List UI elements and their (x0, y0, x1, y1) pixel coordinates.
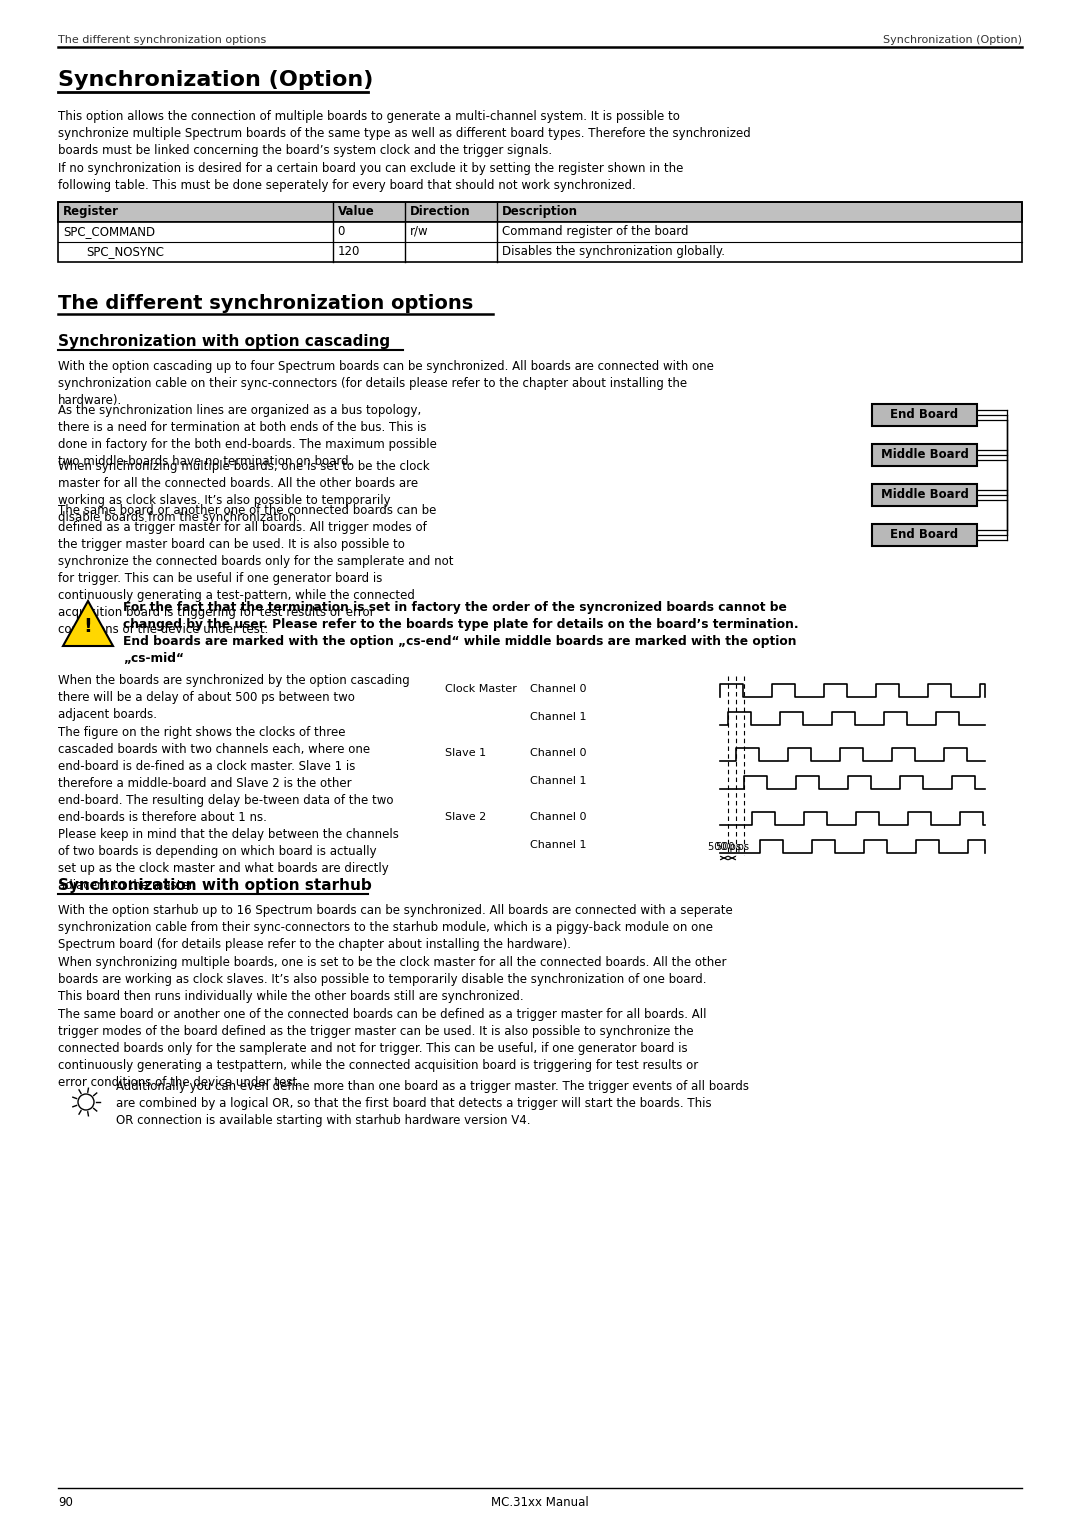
Text: When the boards are synchronized by the option cascading
there will be a delay o: When the boards are synchronized by the … (58, 674, 409, 721)
Text: Additionally you can even define more than one board as a trigger master. The tr: Additionally you can even define more th… (116, 1080, 750, 1128)
Text: With the option cascading up to four Spectrum boards can be synchronized. All bo: With the option cascading up to four Spe… (58, 361, 714, 406)
Bar (58, 202, 1022, 261)
Text: The figure on the right shows the clocks of three
cascaded boards with two chann: The figure on the right shows the clocks… (58, 726, 393, 824)
Text: If no synchronization is desired for a certain board you can exclude it by setti: If no synchronization is desired for a c… (58, 162, 684, 193)
Text: 500 ps: 500 ps (707, 842, 741, 853)
Text: Middle Board: Middle Board (880, 489, 969, 501)
Text: 90: 90 (58, 1496, 72, 1510)
Bar (58, 202, 1022, 222)
Text: Command register of the board: Command register of the board (501, 225, 688, 238)
Text: 0: 0 (338, 225, 346, 238)
Text: The different synchronization options: The different synchronization options (58, 293, 473, 313)
Text: End Board: End Board (890, 529, 959, 541)
Text: Description: Description (501, 205, 578, 219)
Bar (872, 484, 977, 506)
Text: 500 ps: 500 ps (715, 842, 748, 853)
Text: Channel 1: Channel 1 (530, 776, 586, 785)
Bar (872, 524, 977, 545)
Text: Channel 0: Channel 0 (530, 811, 586, 822)
Text: !: ! (83, 617, 93, 636)
Text: 120: 120 (338, 244, 360, 258)
Text: With the option starhub up to 16 Spectrum boards can be synchronized. All boards: With the option starhub up to 16 Spectru… (58, 905, 732, 950)
Bar (872, 445, 977, 466)
Text: Channel 0: Channel 0 (530, 749, 586, 758)
Text: When synchronizing multiple boards, one is set to be the clock master for all th: When synchronizing multiple boards, one … (58, 957, 727, 1002)
Text: Slave 1: Slave 1 (445, 749, 486, 758)
Text: Synchronization with option starhub: Synchronization with option starhub (58, 879, 372, 892)
Text: SPC_NOSYNC: SPC_NOSYNC (86, 244, 164, 258)
Text: Please keep in mind that the delay between the channels
of two boards is dependi: Please keep in mind that the delay betwe… (58, 828, 399, 892)
Text: SPC_COMMAND: SPC_COMMAND (63, 225, 156, 238)
Text: For the fact that the termination is set in factory the order of the syncronized: For the fact that the termination is set… (123, 601, 798, 665)
Text: Disables the synchronization globally.: Disables the synchronization globally. (501, 244, 725, 258)
Text: Value: Value (338, 205, 375, 219)
Text: End Board: End Board (890, 408, 959, 422)
Text: MC.31xx Manual: MC.31xx Manual (491, 1496, 589, 1510)
Text: Synchronization with option cascading: Synchronization with option cascading (58, 335, 390, 348)
Text: Middle Board: Middle Board (880, 449, 969, 461)
Bar (58, 241, 1022, 261)
Text: This option allows the connection of multiple boards to generate a multi-channel: This option allows the connection of mul… (58, 110, 751, 157)
Text: Synchronization (Option): Synchronization (Option) (58, 70, 374, 90)
Text: Register: Register (63, 205, 119, 219)
Text: When synchronizing multiple boards, one is set to be the clock
master for all th: When synchronizing multiple boards, one … (58, 460, 430, 524)
Text: Clock Master: Clock Master (445, 685, 517, 694)
Text: r/w: r/w (410, 225, 429, 238)
Text: Synchronization (Option): Synchronization (Option) (883, 35, 1022, 44)
Bar (58, 222, 1022, 241)
Text: The same board or another one of the connected boards can be
defined as a trigge: The same board or another one of the con… (58, 504, 454, 636)
Text: Slave 2: Slave 2 (445, 811, 486, 822)
Text: Channel 0: Channel 0 (530, 685, 586, 694)
Text: The different synchronization options: The different synchronization options (58, 35, 267, 44)
Text: As the synchronization lines are organized as a bus topology,
there is a need fo: As the synchronization lines are organiz… (58, 403, 437, 468)
Text: Channel 1: Channel 1 (530, 712, 586, 723)
Text: The same board or another one of the connected boards can be defined as a trigge: The same board or another one of the con… (58, 1008, 706, 1089)
Text: Direction: Direction (410, 205, 471, 219)
Bar (872, 403, 977, 426)
Polygon shape (63, 601, 113, 646)
Text: Channel 1: Channel 1 (530, 840, 586, 850)
